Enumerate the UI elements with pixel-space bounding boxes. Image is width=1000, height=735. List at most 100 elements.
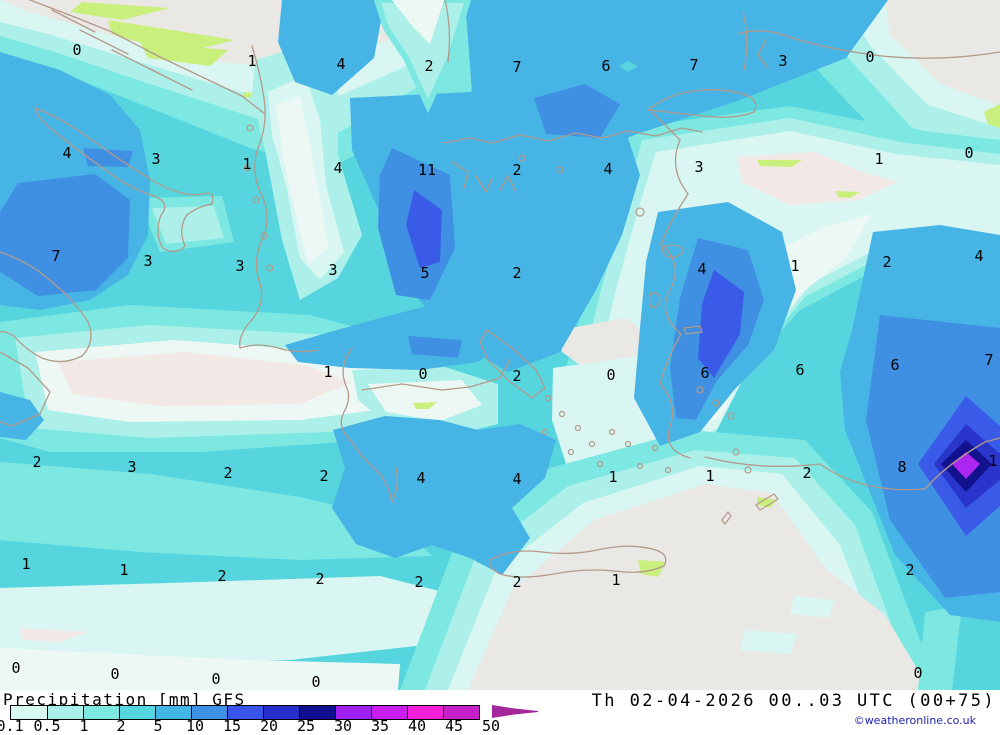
map-title: Precipitation [mm] GFS	[3, 690, 256, 709]
coastline	[647, 89, 757, 118]
legend-tick-label: 20	[259, 717, 279, 735]
legend-segment	[11, 706, 47, 719]
grid-value-label: 2	[905, 561, 914, 579]
precip-region	[638, 560, 666, 577]
grid-value-label: 2	[424, 57, 433, 75]
grid-value-label: 3	[235, 257, 244, 275]
island-outline	[744, 466, 752, 474]
grid-value-label: 3	[127, 458, 136, 476]
grid-value-label: 2	[315, 570, 324, 588]
grid-value-label: 4	[333, 159, 342, 177]
coastline	[34, 107, 214, 253]
legend-colorbar	[10, 705, 480, 720]
coastline	[29, 0, 266, 115]
model-label: GFS	[212, 690, 246, 709]
coastline	[361, 383, 471, 391]
precip-region	[70, 2, 170, 20]
grid-value-label: 1	[988, 452, 997, 470]
grid-value-label: 0	[606, 366, 615, 384]
grid-value-label: 6	[700, 364, 709, 382]
precip-region	[108, 20, 235, 54]
precip-region	[18, 628, 88, 642]
island-outline	[755, 493, 779, 511]
precip-region	[278, 0, 385, 95]
coastline	[499, 175, 517, 193]
status-bar: Precipitation [mm] GFS 0.1 0.5 1 2 5 10 15 20 25 30…	[0, 690, 1000, 735]
legend-segment	[155, 706, 191, 719]
grid-value-label: 4	[974, 247, 983, 265]
grid-value-label: 1	[247, 52, 256, 70]
legend-segment	[299, 706, 335, 719]
grid-value-label: 2	[223, 464, 232, 482]
coastline	[147, 67, 193, 91]
island-outline	[648, 292, 661, 308]
grid-value-label: 8	[897, 458, 906, 476]
grid-value-label: 7	[512, 58, 521, 76]
legend-segment	[119, 706, 155, 719]
precip-region	[918, 606, 962, 690]
grid-value-label: 1	[119, 561, 128, 579]
precip-region	[757, 497, 777, 508]
legend-tick-label: 35	[370, 717, 390, 735]
island-outline	[664, 466, 672, 474]
grid-value-label: 2	[512, 573, 521, 591]
grid-value-label: 4	[603, 160, 612, 178]
grid-value-label: 0	[311, 673, 320, 690]
legend-tick-label: 1	[79, 717, 89, 735]
grid-value-label: 7	[689, 56, 698, 74]
grid-value-label: 0	[913, 664, 922, 682]
legend-tick-label: 0.1	[0, 717, 24, 735]
grid-value-label: 4	[336, 55, 345, 73]
coastline	[475, 175, 493, 193]
precip-region	[243, 92, 253, 98]
grid-value-label: 0	[418, 365, 427, 383]
grid-value-label: 4	[512, 470, 521, 488]
precip-region	[373, 0, 472, 114]
legend-segment	[335, 706, 371, 719]
grid-value-label: 2	[512, 367, 521, 385]
island-outline	[556, 166, 564, 174]
grid-value-label: 0	[110, 665, 119, 683]
island-outline	[661, 244, 685, 258]
coastline	[340, 347, 398, 503]
grid-value-label: 2	[32, 453, 41, 471]
grid-value-label: 6	[601, 57, 610, 75]
grid-value-label: 1	[323, 363, 332, 381]
coastline	[444, 0, 451, 63]
grid-value-label: 1	[21, 555, 30, 573]
legend-segment	[47, 706, 83, 719]
island-outline	[712, 399, 720, 407]
product-label: Precipitation	[3, 690, 148, 709]
grid-value-label: 3	[778, 52, 787, 70]
coastline	[757, 39, 769, 69]
precip-region	[740, 630, 798, 654]
precip-region	[534, 84, 620, 138]
coastline	[0, 351, 51, 427]
coastline	[489, 545, 667, 578]
legend-segment	[263, 706, 299, 719]
grid-value-label: 6	[795, 361, 804, 379]
island-outline	[243, 164, 251, 172]
grid-value-label: 0	[211, 670, 220, 688]
weather-map: 0 1 4 2 7 6 7 3 0 4 3 1 4 11 2 4 3 1 0 7 3 3 3 5 2 4 1 2 4 1 0 2 0 6 6 6 7 2 3…	[0, 0, 1000, 690]
precip-region	[58, 352, 352, 406]
legend-tick-label: 15	[222, 717, 242, 735]
grid-value-label: 1	[611, 571, 620, 589]
island-outline	[727, 412, 735, 420]
grid-value-label: 2	[414, 573, 423, 591]
island-outline	[558, 410, 566, 418]
precip-region	[392, 0, 444, 44]
island-outline	[732, 448, 740, 456]
grid-value-label: 4	[62, 144, 71, 162]
island-outline	[696, 386, 704, 394]
coastline	[651, 111, 681, 141]
grid-value-label: 2	[319, 467, 328, 485]
island-outline	[567, 448, 575, 456]
grid-value-label: 0	[865, 48, 874, 66]
precip-region	[413, 402, 437, 409]
island-outline	[608, 428, 616, 436]
precip-region	[0, 576, 455, 668]
copyright-link[interactable]: ©weatheronline.co.uk	[853, 714, 976, 727]
coastline	[239, 344, 319, 353]
island-outline	[588, 440, 596, 448]
